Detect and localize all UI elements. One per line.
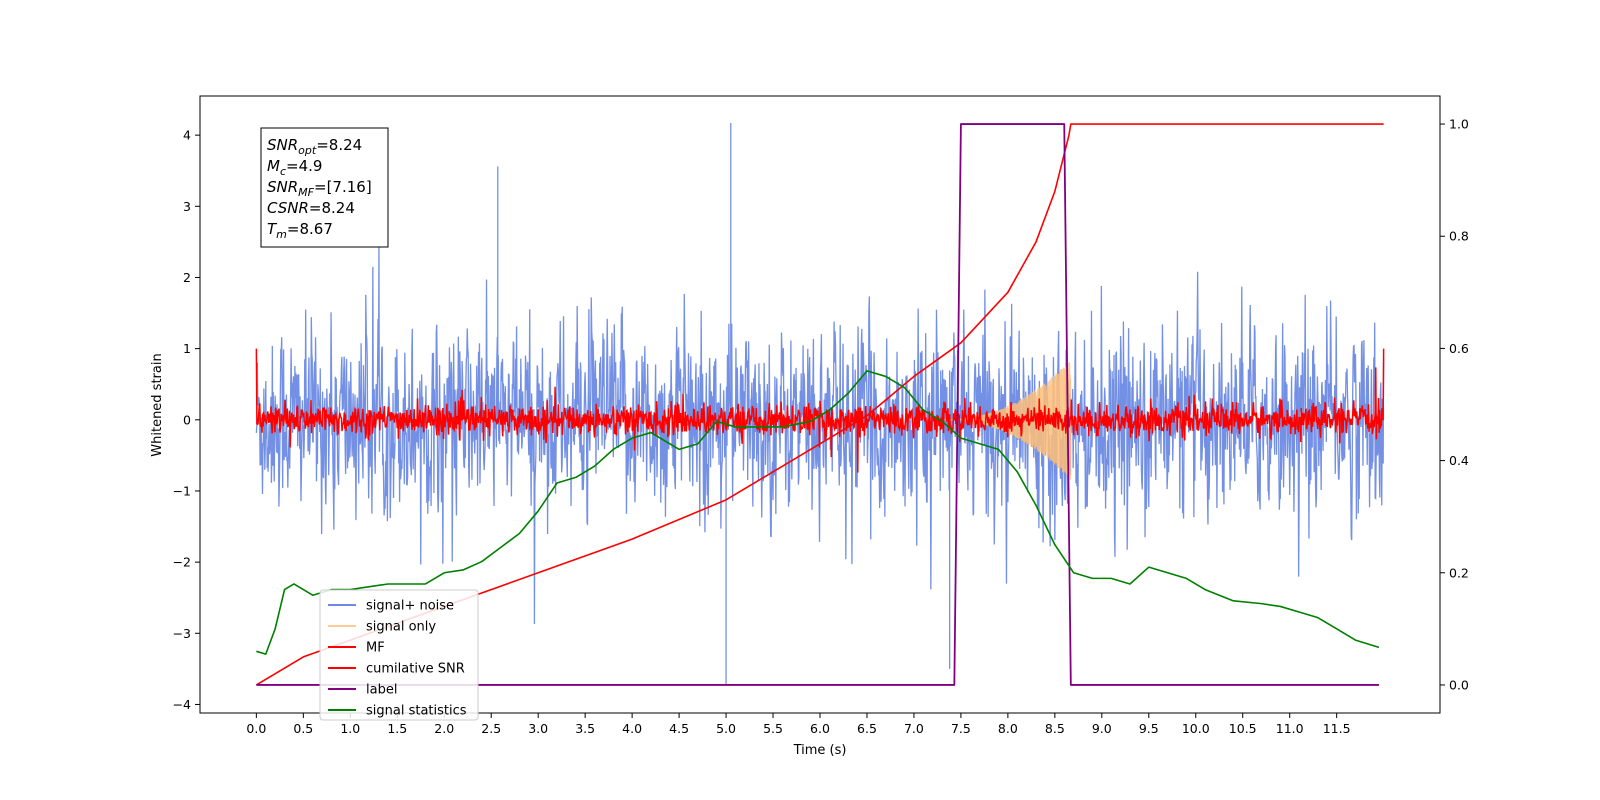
x-axis-label: Time (s) (793, 743, 847, 758)
x-tick-label: 1.5 (387, 721, 407, 736)
x-tick-label: 2.0 (434, 721, 454, 736)
x-tick-label: 10.0 (1182, 721, 1210, 736)
x-axis: 0.0 0.5 1.0 1.5 2.0 2.5 3.0 3.5 4.0 4.5 5.0 5.5 6.0 6… (246, 713, 1351, 736)
y-left-tick-label: 3 (183, 199, 191, 214)
x-tick-label: 9.0 (1092, 721, 1112, 736)
x-tick-label: 0.0 (246, 721, 266, 736)
annotation-frame (260, 127, 389, 248)
x-tick-label: 4.5 (669, 721, 689, 736)
y-left-tick-label: −3 (173, 626, 191, 641)
x-tick-label: 3.5 (575, 721, 595, 736)
legend-label: label (366, 683, 397, 698)
legend-label: signal only (366, 620, 436, 635)
y-left-tick-label: 1 (183, 341, 191, 356)
annotation-symbol: M (267, 157, 280, 175)
x-tick-label: 3.0 (528, 721, 548, 736)
annotation-subscript: m (276, 228, 287, 241)
x-tick-label: 8.0 (998, 721, 1018, 736)
y-right-tick-label: 0.6 (1449, 341, 1469, 356)
annotation-symbol: CSNR (267, 199, 309, 217)
x-tick-label: 5.5 (763, 721, 783, 736)
series-mf (255, 348, 1385, 473)
legend-label: MF (366, 641, 385, 656)
annotation-symbol: SNR (267, 136, 298, 154)
y-right-tick-label: 0.0 (1449, 677, 1469, 692)
annotation-value: =8.67 (287, 220, 333, 238)
legend-label: signal+ noise (366, 599, 454, 614)
y-right-tick-label: 0.2 (1449, 565, 1469, 580)
y-left-tick-label: 4 (183, 128, 191, 143)
series-label (256, 123, 1379, 686)
x-tick-label: 4.0 (622, 721, 642, 736)
annotation-line: Tm=8.67 (267, 220, 333, 241)
annotation-line: CSNR=8.24 (267, 199, 355, 217)
x-tick-label: 5.0 (716, 721, 736, 736)
y-right-tick-label: 0.4 (1449, 453, 1469, 468)
annotation-subscript: MF (298, 186, 314, 199)
annotation-subscript: c (280, 165, 286, 178)
annotation-value: =8.24 (316, 136, 362, 154)
y-right-tick-label: 1.0 (1449, 117, 1469, 132)
annotation-line: SNRMF=[7.16] (267, 178, 372, 199)
annotation-value: =4.9 (286, 157, 322, 175)
x-tick-label: 6.5 (857, 721, 877, 736)
y-left-tick-label: −4 (173, 697, 191, 712)
annotation-value: =[7.16] (314, 178, 372, 196)
legend-frame (319, 589, 479, 721)
annotation-symbol: T (267, 220, 278, 238)
y-axis-left: −4 −3 −2 −1 0 1 2 3 4 (173, 128, 200, 712)
y-left-tick-label: 2 (183, 270, 191, 285)
annotation-box: SNRopt=8.24Mc=4.9SNRMF=[7.16]CSNR=8.24Tm… (260, 127, 389, 248)
y-left-tick-label: −2 (173, 555, 191, 570)
y-right-tick-label: 0.8 (1449, 229, 1469, 244)
x-tick-label: 7.5 (951, 721, 971, 736)
x-tick-label: 6.0 (810, 721, 830, 736)
y-axis-label: Whitened strain (150, 353, 165, 456)
y-left-tick-label: −1 (173, 483, 191, 498)
y-left-tick-label: 0 (183, 412, 191, 427)
annotation-symbol: SNR (267, 178, 298, 196)
series-signal-statistics (256, 370, 1380, 655)
legend-label: signal statistics (366, 704, 467, 719)
annotation-line: SNRopt=8.24 (267, 136, 362, 157)
legend: signal+ noise signal only MF cumilative SNR… (319, 589, 479, 721)
x-tick-label: 9.5 (1139, 721, 1159, 736)
x-tick-label: 1.0 (340, 721, 360, 736)
annotation-subscript: opt (298, 144, 317, 157)
x-tick-label: 0.5 (293, 721, 313, 736)
legend-label: cumilative SNR (366, 662, 465, 677)
x-tick-label: 7.0 (904, 721, 924, 736)
x-tick-label: 11.0 (1276, 721, 1304, 736)
annotation-value: =8.24 (309, 199, 355, 217)
x-tick-label: 11.5 (1323, 721, 1351, 736)
y-axis-right: 0.0 0.2 0.4 0.6 0.8 1.0 (1440, 117, 1469, 692)
x-tick-label: 2.5 (481, 721, 501, 736)
x-tick-label: 8.5 (1045, 721, 1065, 736)
x-tick-label: 10.5 (1229, 721, 1257, 736)
annotation-line: Mc=4.9 (267, 157, 322, 178)
series-signal-noise (255, 123, 1385, 685)
